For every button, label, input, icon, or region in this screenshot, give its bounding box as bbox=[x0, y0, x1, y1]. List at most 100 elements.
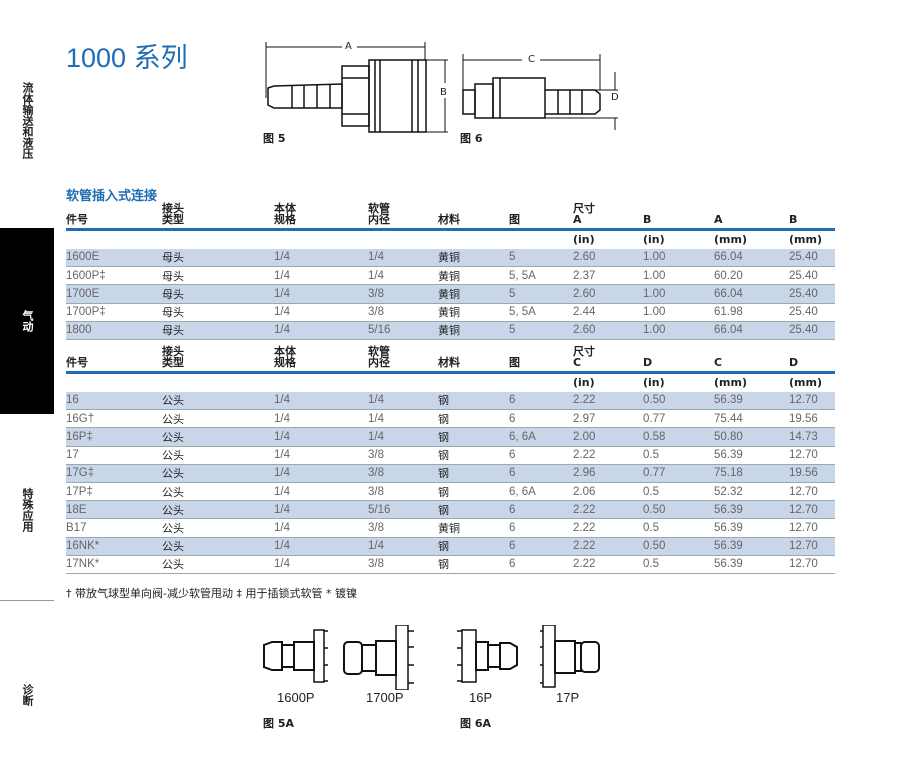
header-line-2: 规格 bbox=[274, 356, 296, 369]
table-cell: 2.06 bbox=[573, 482, 643, 502]
sidebar-item-special[interactable]: 特殊应用 bbox=[0, 470, 54, 550]
unit-cell bbox=[509, 230, 573, 249]
table-cell: 1/4 bbox=[274, 427, 368, 447]
table-row: 1700P‡ 母头 1/4 3/8 黄铜 5, 5A 2.44 1.00 61.98 25.40 bbox=[66, 303, 835, 322]
column-header: B bbox=[643, 203, 714, 231]
table-cell: 1/4 bbox=[274, 482, 368, 502]
header-line-2: B bbox=[789, 213, 798, 226]
figure-6-drawing bbox=[462, 54, 618, 130]
table-cell: 56.39 bbox=[714, 555, 789, 574]
table-cell: 6, 6A bbox=[509, 482, 573, 502]
table-cell: B17 bbox=[66, 518, 162, 538]
header-row: 件号 接头 类型 本体 规格 软管 内径 材料图尺寸 A B A B bbox=[66, 202, 835, 231]
table-cell: 5, 5A bbox=[509, 303, 573, 322]
table-cell: 1/4 bbox=[274, 266, 368, 286]
table-row: 17G‡ 公头 1/4 3/8 钢 6 2.96 0.77 75.18 19.56 bbox=[66, 464, 835, 483]
header-line-2: 内径 bbox=[368, 213, 390, 226]
unit-cell bbox=[509, 373, 573, 392]
table-cell: 5/16 bbox=[368, 321, 438, 340]
table-cell: 12.70 bbox=[789, 500, 835, 520]
table-cell: 1.00 bbox=[643, 321, 714, 340]
table-cell: 3/8 bbox=[368, 446, 438, 465]
table-cell: 1/4 bbox=[274, 284, 368, 304]
table-row: 17NK* 公头 1/4 3/8 钢 6 2.22 0.5 56.39 12.70 bbox=[66, 555, 835, 574]
table-cell: 6 bbox=[509, 537, 573, 556]
sidebar-label: 特殊应用 bbox=[21, 488, 34, 532]
table-cell: 公头 bbox=[162, 446, 274, 465]
unit-cell: (mm) bbox=[789, 376, 822, 390]
table-cell: 2.60 bbox=[573, 284, 643, 304]
table-cell: 19.56 bbox=[789, 409, 835, 429]
dimension-c-label: C bbox=[528, 54, 535, 65]
column-header: 材料 bbox=[438, 203, 509, 231]
table-cell: 母头 bbox=[162, 284, 274, 304]
table-cell: 66.04 bbox=[714, 321, 789, 340]
table-cell: 5 bbox=[509, 321, 573, 340]
table-cell: 16 bbox=[66, 391, 162, 411]
table-cell: 66.04 bbox=[714, 284, 789, 304]
table-cell: 18E bbox=[66, 500, 162, 520]
column-header: C bbox=[714, 346, 789, 374]
column-header: 本体 规格 bbox=[274, 202, 368, 231]
table-cell: 钢 bbox=[438, 446, 509, 465]
unit-cell bbox=[66, 230, 162, 249]
header-line-1: 本体 bbox=[274, 202, 296, 215]
sidebar-item-fluid[interactable]: 流体输送和液压 bbox=[0, 60, 54, 180]
table-cell: 12.70 bbox=[789, 555, 835, 574]
figure-6a-label: 图 6A bbox=[460, 717, 491, 730]
table-cell: 2.22 bbox=[573, 391, 643, 411]
table-cell: 75.44 bbox=[714, 409, 789, 429]
table-cell: 6 bbox=[509, 500, 573, 520]
table-cell: 钢 bbox=[438, 555, 509, 574]
dimension-a-label: A bbox=[345, 41, 352, 52]
table-cell: 母头 bbox=[162, 303, 274, 322]
table-cell: 16NK* bbox=[66, 537, 162, 556]
table-cell: 1/4 bbox=[274, 409, 368, 429]
table-cell: 25.40 bbox=[789, 266, 835, 286]
table-cell: 6 bbox=[509, 464, 573, 483]
table-cell: 2.96 bbox=[573, 464, 643, 483]
table-cell: 14.73 bbox=[789, 427, 835, 447]
header-line-2: 件号 bbox=[66, 356, 88, 369]
sidebar-item-diagnostics[interactable]: 诊断 bbox=[0, 670, 54, 720]
table-cell: 1/4 bbox=[274, 391, 368, 411]
table-cell: 25.40 bbox=[789, 303, 835, 322]
table-cell: 56.39 bbox=[714, 500, 789, 520]
figure-6-label: 图 6 bbox=[460, 132, 483, 145]
table-row: 17 公头 1/4 3/8 钢 6 2.22 0.5 56.39 12.70 bbox=[66, 446, 835, 465]
table-cell: 钢 bbox=[438, 500, 509, 520]
table-cell: 3/8 bbox=[368, 518, 438, 538]
table-cell: 2.22 bbox=[573, 555, 643, 574]
part-label-17p: 17P bbox=[556, 690, 580, 705]
table-cell: 52.32 bbox=[714, 482, 789, 502]
figure-5a-drawing bbox=[263, 625, 414, 690]
table-cell: 17 bbox=[66, 446, 162, 465]
table-cell: 母头 bbox=[162, 266, 274, 286]
column-header: 尺寸 A bbox=[573, 203, 643, 231]
table-cell: 1/4 bbox=[274, 248, 368, 268]
table-cell: 0.5 bbox=[643, 482, 714, 502]
column-header: 接头 类型 bbox=[162, 346, 274, 374]
header-line-2: A bbox=[573, 213, 582, 226]
sidebar-item-pneumatic[interactable]: 气动 bbox=[0, 228, 54, 414]
table-cell: 公头 bbox=[162, 409, 274, 429]
header-line-2: B bbox=[643, 213, 652, 226]
units-row: (in) (in) (mm) (mm) bbox=[66, 373, 835, 392]
table-cell: 6 bbox=[509, 391, 573, 411]
header-line-2: 内径 bbox=[368, 356, 390, 369]
table-cell: 1.00 bbox=[643, 284, 714, 304]
table-cell: 1/4 bbox=[274, 518, 368, 538]
header-line-2: A bbox=[714, 213, 723, 226]
unit-cell bbox=[162, 373, 274, 392]
unit-cell: (mm) bbox=[714, 233, 747, 247]
table-cell: 2.44 bbox=[573, 303, 643, 322]
figure-5-drawing bbox=[265, 42, 448, 133]
table-cell: 12.70 bbox=[789, 518, 835, 538]
table-row: 16G† 公头 1/4 1/4 钢 6 2.97 0.77 75.44 19.56 bbox=[66, 409, 835, 429]
table-cell: 钢 bbox=[438, 409, 509, 429]
table-cell: 1700P‡ bbox=[66, 303, 162, 322]
table-cell: 1/4 bbox=[274, 303, 368, 322]
table-cell: 56.39 bbox=[714, 518, 789, 538]
table-cell: 75.18 bbox=[714, 464, 789, 483]
unit-cell bbox=[274, 230, 368, 249]
